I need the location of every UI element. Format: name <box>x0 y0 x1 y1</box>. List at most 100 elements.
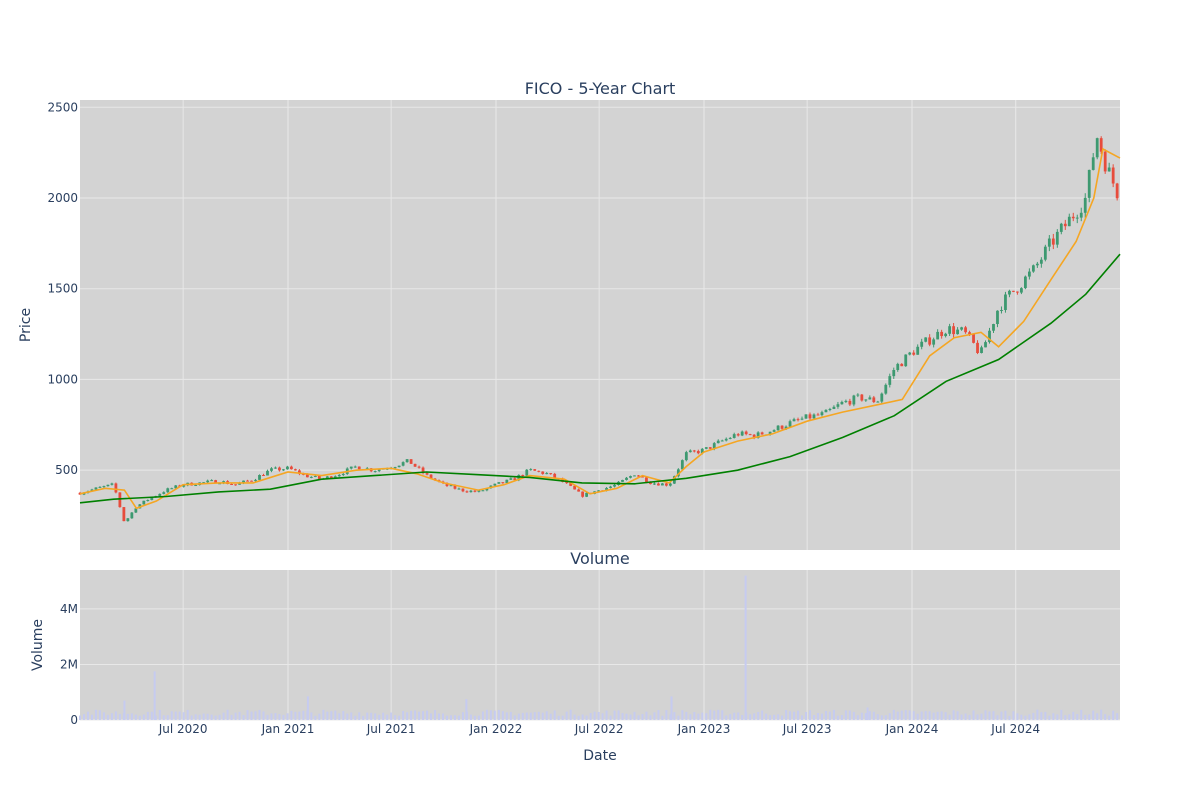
volume-bar <box>565 711 568 720</box>
volume-spike-bar <box>306 696 309 720</box>
candle-up <box>182 485 186 487</box>
candle-up <box>202 482 206 484</box>
candle-down <box>872 397 876 403</box>
candle-down <box>1071 216 1075 219</box>
candle-up <box>333 476 337 479</box>
candle-up <box>948 326 952 334</box>
volume-bar <box>1052 713 1055 720</box>
volume-bar <box>150 711 153 720</box>
candle-down <box>657 483 660 486</box>
x-tick-label: Jul 2020 <box>158 722 208 736</box>
volume-bar <box>398 715 401 720</box>
volume-bar <box>1004 710 1007 720</box>
candle-up <box>1047 238 1051 247</box>
volume-bar <box>801 715 804 720</box>
candle-down <box>796 419 800 421</box>
candle-down <box>900 363 904 367</box>
volume-spike-bar <box>866 707 869 720</box>
volume-bar <box>641 714 644 720</box>
candle-down <box>409 459 413 464</box>
volume-bar <box>130 713 133 720</box>
volume-bars <box>79 575 1119 720</box>
candle-up <box>1008 290 1011 295</box>
volume-bar <box>258 709 261 720</box>
volume-bar <box>274 713 277 720</box>
candle-down <box>848 400 852 405</box>
date-axis-label: Date <box>583 748 616 764</box>
volume-bar <box>1100 709 1103 720</box>
candlesticks <box>78 136 1119 522</box>
volume-bar <box>418 711 421 720</box>
volume-bar <box>749 714 752 720</box>
x-tick-label: Jul 2022 <box>574 722 624 736</box>
volume-bar <box>880 715 883 720</box>
candle-up <box>94 487 98 490</box>
candle-up <box>712 443 716 449</box>
volume-bar <box>629 714 632 720</box>
volume-bar <box>848 710 851 720</box>
volume-bar <box>1020 714 1023 720</box>
volume-bar <box>892 709 895 720</box>
candle-up <box>828 408 832 410</box>
volume-spike-bar <box>123 700 126 720</box>
candle-up <box>126 518 130 522</box>
candle-down <box>940 331 944 337</box>
candle-down <box>305 474 309 478</box>
volume-bar <box>609 715 612 720</box>
candle-up <box>840 401 844 405</box>
price-y-tick-label: 1000 <box>47 372 78 386</box>
candle-up <box>880 393 884 402</box>
volume-bar <box>509 711 512 720</box>
volume-bar <box>721 710 724 720</box>
volume-bar <box>1060 709 1063 720</box>
candle-up <box>609 486 612 488</box>
candle-up <box>988 330 991 343</box>
candle-up <box>980 347 983 354</box>
volume-bar <box>302 710 305 720</box>
volume-bar <box>1012 711 1015 720</box>
volume-bar <box>968 714 971 720</box>
volume-bar <box>900 710 903 720</box>
ma-long-line <box>79 253 1121 504</box>
volume-bar <box>346 713 349 720</box>
volume-bar <box>541 712 544 720</box>
candle-up <box>1095 138 1099 158</box>
candle-up <box>621 479 624 482</box>
volume-bar <box>952 710 955 720</box>
volume-bar <box>186 709 189 720</box>
volume-bar <box>242 715 245 720</box>
volume-bar <box>1000 711 1003 720</box>
candle-down <box>278 467 281 471</box>
volume-bar <box>366 712 369 720</box>
candle-up <box>493 483 497 486</box>
volume-bar <box>533 712 536 720</box>
volume-bar <box>808 710 811 720</box>
x-tick-label: Jul 2024 <box>990 722 1040 736</box>
volume-bar <box>884 715 887 720</box>
volume-bar <box>725 715 728 720</box>
volume-bar <box>864 713 867 720</box>
volume-bar <box>1072 711 1075 720</box>
candle-up <box>485 488 489 491</box>
volume-bar <box>469 714 472 720</box>
volume-bar <box>824 710 827 720</box>
candle-up <box>457 488 461 490</box>
candle-down <box>357 466 361 470</box>
volume-spike-bar <box>670 696 673 720</box>
volume-bar <box>812 715 815 720</box>
candle-down <box>565 481 569 484</box>
volume-bar <box>932 712 935 720</box>
candle-up <box>1004 294 1007 310</box>
candle-up <box>377 469 381 472</box>
volume-bar <box>549 713 552 720</box>
volume-bar <box>430 713 433 720</box>
candle-up <box>625 477 628 480</box>
volume-bar <box>198 714 201 720</box>
volume-bar <box>182 712 185 720</box>
volume-bar <box>406 712 409 720</box>
candle-up <box>286 466 289 470</box>
volume-bar <box>1040 712 1043 720</box>
volume-bar <box>1108 715 1111 720</box>
candle-up <box>924 337 928 342</box>
volume-bar <box>298 711 301 720</box>
